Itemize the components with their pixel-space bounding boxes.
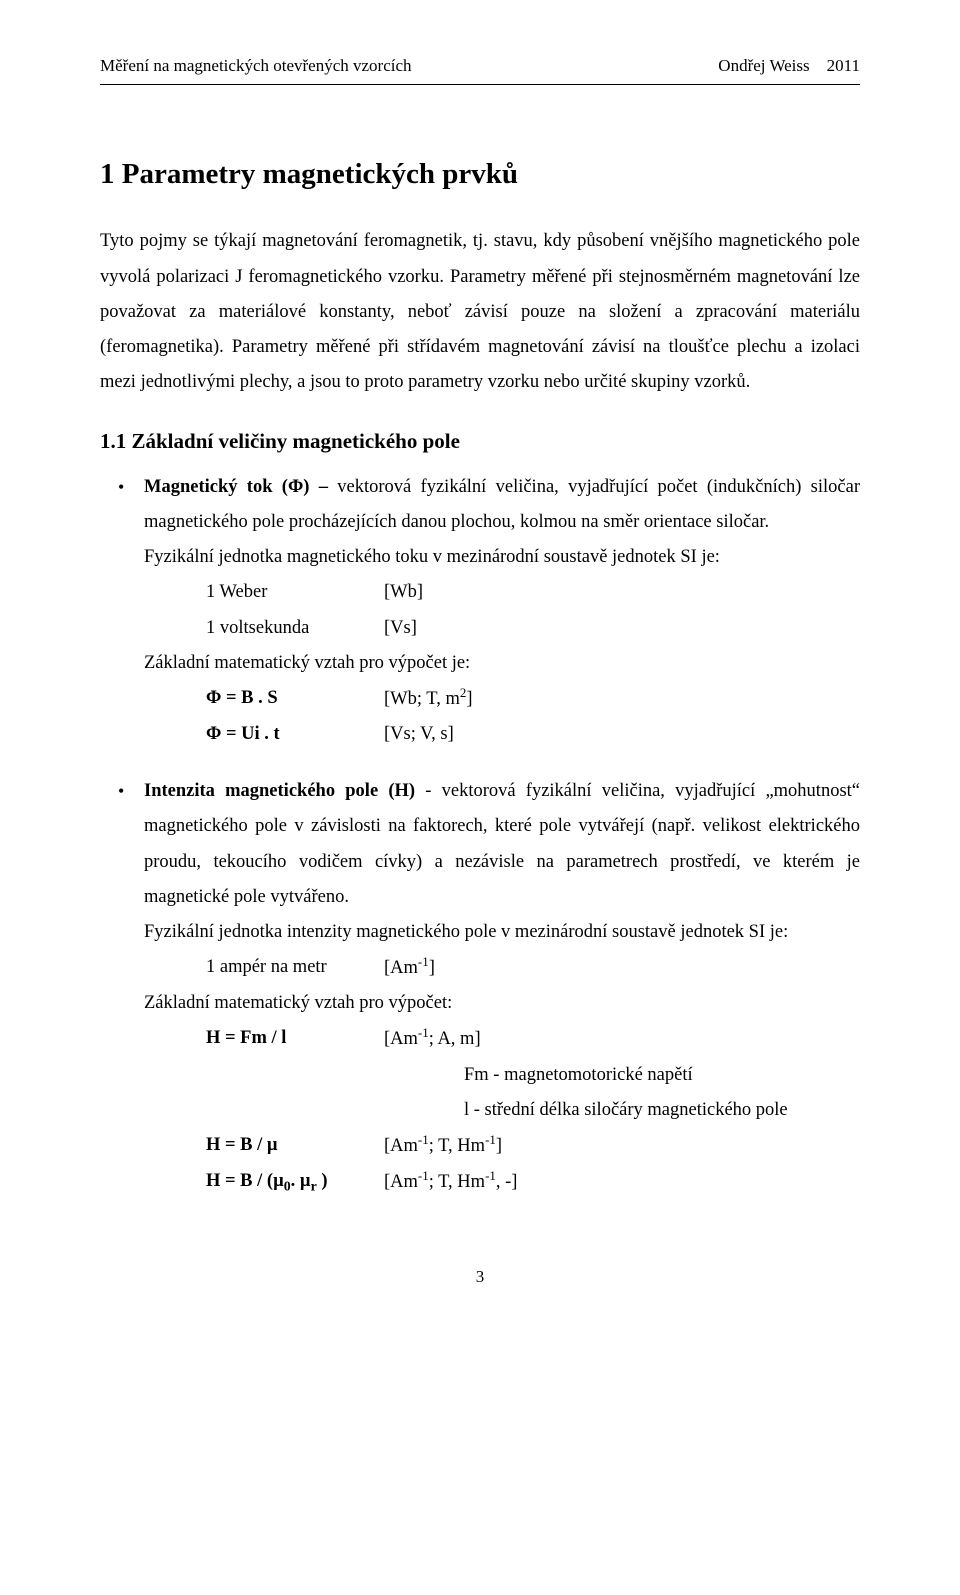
page-number: 3: [100, 1261, 860, 1293]
unit-symbol: [Wb]: [384, 575, 860, 610]
header-right: Ondřej Weiss 2011: [718, 50, 860, 82]
table-row: H = B / µ [Am-1; T, Hm-1]: [144, 1128, 860, 1164]
table-row: 1 Weber [Wb]: [144, 575, 860, 610]
note-fm: Fm - magnetomotorické napětí: [144, 1058, 860, 1093]
equation-units: [Am-1; A, m]: [384, 1021, 860, 1057]
equation-units: [Am-1; T, Hm-1]: [384, 1128, 860, 1164]
list-item: Magnetický tok (Φ) – vektorová fyzikální…: [100, 470, 860, 752]
unit-symbol: [Am-1]: [384, 950, 860, 986]
equation-units: [Wb; T, m2]: [384, 681, 860, 717]
equation: Φ = B . S: [144, 681, 384, 717]
intensity-head-bold: Intenzita magnetického pole (H): [144, 781, 425, 801]
flux-math-line: Základní matematický vztah pro výpočet j…: [144, 646, 860, 681]
intensity-math-line: Základní matematický vztah pro výpočet:: [144, 986, 860, 1021]
table-row: Φ = B . S [Wb; T, m2]: [144, 681, 860, 717]
flux-block: Fyzikální jednotka magnetického toku v m…: [144, 540, 860, 752]
equation: H = B / µ: [144, 1128, 384, 1164]
intro-paragraph: Tyto pojmy se týkají magnetování feromag…: [100, 224, 860, 400]
table-row: 1 voltsekunda [Vs]: [144, 611, 860, 646]
equation-units: [Vs; V, s]: [384, 717, 860, 752]
bullet-list: Magnetický tok (Φ) – vektorová fyzikální…: [100, 470, 860, 1201]
equation: H = B / (µ0. µr ): [144, 1164, 384, 1201]
intensity-block: Fyzikální jednotka intenzity magnetickéh…: [144, 915, 860, 1202]
note-l: l - střední délka siločáry magnetického …: [144, 1093, 860, 1128]
table-row: H = B / (µ0. µr ) [Am-1; T, Hm-1, -]: [144, 1164, 860, 1201]
unit-name: 1 ampér na metr: [144, 950, 384, 986]
unit-name: 1 Weber: [144, 575, 384, 610]
table-row: H = Fm / l [Am-1; A, m]: [144, 1021, 860, 1057]
equation-units: [Am-1; T, Hm-1, -]: [384, 1164, 860, 1201]
section-title: 1 Parametry magnetických prvků: [100, 147, 860, 202]
equation: H = Fm / l: [144, 1021, 384, 1057]
flux-head-bold: Magnetický tok (Φ) –: [144, 477, 328, 497]
table-row: 1 ampér na metr [Am-1]: [144, 950, 860, 986]
subsection-title: 1.1 Základní veličiny magnetického pole: [100, 422, 860, 462]
table-row: Φ = Ui . t [Vs; V, s]: [144, 717, 860, 752]
unit-symbol: [Vs]: [384, 611, 860, 646]
list-item: Intenzita magnetického pole (H) - vektor…: [100, 774, 860, 1201]
unit-name: 1 voltsekunda: [144, 611, 384, 646]
header-left: Měření na magnetických otevřených vzorcí…: [100, 50, 412, 82]
page-header: Měření na magnetických otevřených vzorcí…: [100, 50, 860, 85]
flux-unit-line: Fyzikální jednotka magnetického toku v m…: [144, 540, 860, 575]
intensity-unit-line: Fyzikální jednotka intenzity magnetickéh…: [144, 915, 860, 950]
page: Měření na magnetických otevřených vzorcí…: [0, 0, 960, 1334]
equation: Φ = Ui . t: [144, 717, 384, 752]
